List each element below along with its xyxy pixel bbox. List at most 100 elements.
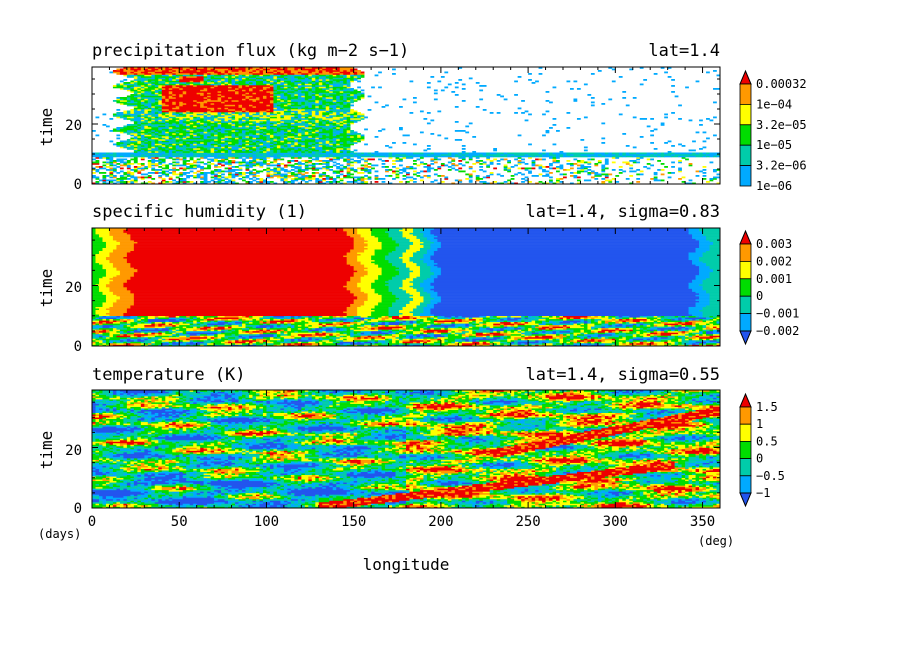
field-cell xyxy=(193,175,197,177)
field-cell xyxy=(301,149,306,152)
field-cell xyxy=(262,179,267,182)
field-cell xyxy=(465,173,470,176)
field-cell xyxy=(465,178,470,180)
field-cell xyxy=(611,161,616,164)
field-cell xyxy=(699,124,703,126)
field-cell xyxy=(259,146,264,149)
field-cell xyxy=(238,143,243,146)
field-cell xyxy=(175,161,180,164)
field-cell xyxy=(280,140,285,143)
field-cell xyxy=(618,154,623,156)
field-cell xyxy=(311,155,323,158)
field-cell xyxy=(454,164,459,167)
field-cell xyxy=(685,86,689,89)
field-cell xyxy=(402,170,407,173)
field-cell xyxy=(249,148,257,150)
field-cell xyxy=(615,157,620,159)
field-cell xyxy=(175,181,180,183)
field-cell xyxy=(297,142,302,144)
field-cell xyxy=(280,151,288,153)
field-cell xyxy=(231,149,243,152)
field-cell xyxy=(158,151,163,153)
field-cell xyxy=(496,163,501,165)
field-cell xyxy=(350,173,354,176)
field-cell xyxy=(165,146,170,149)
field-cell xyxy=(231,145,239,147)
field-cell xyxy=(186,142,190,144)
field-cell xyxy=(346,151,351,153)
field-cell xyxy=(604,175,609,177)
field-cell xyxy=(364,128,368,131)
field-cell xyxy=(147,140,152,143)
field-cell xyxy=(130,169,135,171)
field-cell xyxy=(172,142,184,144)
field-cell xyxy=(653,148,658,150)
field-cell xyxy=(409,179,414,182)
field-cell xyxy=(688,149,696,152)
field-cell xyxy=(151,148,159,150)
field-cell xyxy=(406,154,428,156)
field-cell xyxy=(671,166,675,168)
field-cell xyxy=(154,164,159,167)
field-cell xyxy=(140,164,145,167)
field-cell xyxy=(207,152,215,155)
field-cell xyxy=(119,155,124,158)
field-cell xyxy=(604,152,609,155)
field-cell xyxy=(364,160,368,162)
field-cell xyxy=(228,157,232,159)
field-cell xyxy=(385,155,389,158)
field-cell xyxy=(161,164,166,167)
field-cell xyxy=(402,142,407,144)
field-cell xyxy=(252,149,257,152)
field-cell xyxy=(381,106,386,108)
field-cell xyxy=(231,182,236,185)
field-cell xyxy=(510,178,515,180)
field-cell xyxy=(217,136,225,138)
field-cell xyxy=(521,158,525,161)
field-cell xyxy=(315,182,320,185)
field-cell xyxy=(95,170,100,173)
field-cell xyxy=(98,167,107,170)
field-cell xyxy=(266,169,271,171)
field-cell xyxy=(451,154,456,156)
field-cell xyxy=(458,152,463,155)
field-cell xyxy=(702,169,707,171)
field-cell xyxy=(231,148,239,150)
field-cell xyxy=(671,154,675,156)
field-cell xyxy=(95,166,100,168)
field-cell xyxy=(172,158,177,161)
panel1-title: precipitation flux (kg m−2 s−1) xyxy=(92,41,409,61)
field-cell xyxy=(252,136,260,138)
field-cell xyxy=(144,166,149,168)
field-cell xyxy=(332,149,337,152)
field-cell xyxy=(507,179,511,182)
field-cell xyxy=(245,161,250,164)
field-cell xyxy=(353,149,358,152)
field-cell xyxy=(426,176,431,179)
field-cell xyxy=(92,163,100,165)
field-cell xyxy=(496,160,501,162)
field-cell xyxy=(308,137,316,140)
field-cell xyxy=(549,152,553,155)
field-cell xyxy=(259,142,264,144)
field-cell xyxy=(214,164,218,167)
field-cell xyxy=(322,149,327,152)
field-cell xyxy=(364,158,368,161)
field-cell xyxy=(193,148,201,150)
field-cell xyxy=(147,176,152,179)
field-cell xyxy=(179,179,187,182)
field-cell xyxy=(269,181,274,183)
field-cell xyxy=(486,166,491,168)
field-cell xyxy=(196,166,204,168)
field-cell xyxy=(102,154,107,156)
field-cell xyxy=(102,179,107,182)
field-cell xyxy=(255,178,260,180)
field-cell xyxy=(325,157,330,159)
field-cell xyxy=(657,154,672,156)
field-cell xyxy=(116,143,121,146)
field-cell xyxy=(273,160,278,162)
field-cell xyxy=(112,155,117,158)
field-cell xyxy=(322,163,330,165)
field-cell xyxy=(255,145,260,147)
field-cell xyxy=(566,127,571,129)
